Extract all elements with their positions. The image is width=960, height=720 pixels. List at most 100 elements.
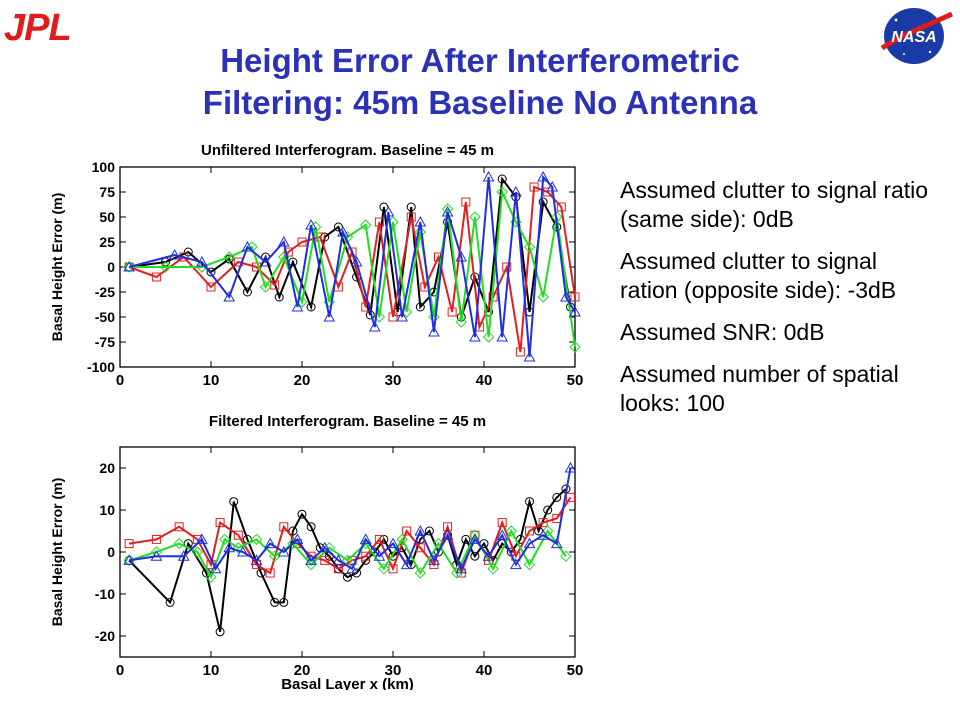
data-point bbox=[461, 534, 471, 544]
data-point bbox=[168, 248, 181, 260]
data-point bbox=[361, 551, 371, 561]
data-point bbox=[291, 300, 304, 312]
data-point bbox=[305, 554, 317, 565]
data-point bbox=[432, 537, 445, 550]
data-point bbox=[277, 545, 290, 557]
data-point bbox=[560, 290, 572, 302]
data-point bbox=[332, 554, 345, 565]
data-point bbox=[215, 518, 225, 528]
data-point bbox=[350, 255, 363, 267]
data-point bbox=[414, 567, 427, 579]
data-point bbox=[496, 186, 508, 198]
x-tick-label: 30 bbox=[385, 662, 402, 679]
nasa-logo: NASA bbox=[880, 8, 954, 64]
data-point bbox=[323, 310, 336, 322]
data-point bbox=[177, 550, 190, 561]
data-point bbox=[270, 597, 280, 607]
y-tick-label: 0 bbox=[107, 544, 115, 560]
data-point bbox=[515, 347, 525, 357]
data-point bbox=[461, 197, 471, 207]
y-tick-label: 0 bbox=[107, 259, 115, 275]
data-point bbox=[291, 533, 304, 544]
data-point bbox=[264, 537, 276, 549]
data-point bbox=[556, 202, 566, 212]
data-point bbox=[223, 290, 236, 302]
data-point bbox=[297, 509, 307, 519]
y-axis-label: Basal Height Error (m) bbox=[49, 478, 65, 627]
data-point bbox=[537, 170, 549, 182]
data-point bbox=[305, 558, 317, 571]
data-point bbox=[552, 492, 562, 502]
data-point bbox=[232, 542, 245, 554]
jpl-logo: JPL bbox=[4, 7, 72, 49]
data-point bbox=[482, 170, 495, 182]
data-point bbox=[424, 526, 434, 536]
data-point bbox=[242, 287, 252, 297]
data-point bbox=[270, 280, 280, 290]
slide-title: Height Error After Interferometric Filte… bbox=[110, 40, 850, 124]
data-point bbox=[374, 534, 384, 544]
y-tick-label: 20 bbox=[99, 460, 115, 476]
data-point bbox=[279, 597, 289, 607]
charts-svg: Unfiltered Interferogram. Baseline = 45 … bbox=[49, 142, 584, 690]
data-point bbox=[496, 529, 509, 540]
series-line bbox=[128, 496, 572, 577]
data-point bbox=[123, 260, 135, 272]
y-tick-label: 10 bbox=[99, 502, 115, 518]
assumptions-list: Assumed clutter to signal ratio (same si… bbox=[620, 176, 940, 431]
data-point bbox=[205, 571, 217, 583]
y-tick-label: 25 bbox=[99, 234, 115, 250]
x-tick-label: 40 bbox=[476, 662, 493, 679]
data-point bbox=[250, 533, 263, 546]
y-tick-label: -50 bbox=[95, 309, 115, 325]
data-point bbox=[159, 261, 172, 273]
data-point bbox=[215, 627, 225, 637]
data-point bbox=[523, 350, 536, 362]
data-point bbox=[482, 331, 495, 343]
data-point bbox=[523, 537, 536, 549]
data-point bbox=[550, 537, 563, 549]
title-line-2: Filtering: 45m Baseline No Antenna bbox=[202, 84, 758, 121]
data-point bbox=[320, 555, 330, 565]
x-tick-label: 0 bbox=[116, 662, 124, 679]
data-point bbox=[265, 568, 275, 578]
data-point bbox=[274, 292, 284, 302]
data-point bbox=[541, 525, 554, 537]
x-tick-label: 50 bbox=[567, 662, 584, 679]
charts-container: Unfiltered Interferogram. Baseline = 45 … bbox=[40, 130, 600, 690]
data-point bbox=[406, 212, 416, 222]
data-point bbox=[151, 534, 161, 544]
y-tick-label: 100 bbox=[92, 159, 116, 175]
data-point bbox=[183, 247, 193, 257]
data-point bbox=[359, 533, 372, 544]
data-point bbox=[306, 302, 316, 312]
data-point bbox=[406, 202, 416, 212]
data-point bbox=[538, 197, 548, 207]
data-point bbox=[124, 539, 134, 549]
x-tick-label: 30 bbox=[385, 372, 402, 389]
data-point bbox=[523, 241, 536, 253]
x-tick-label: 10 bbox=[203, 372, 220, 389]
data-point bbox=[396, 533, 408, 546]
chart-title: Filtered Interferogram. Baseline = 45 m bbox=[209, 413, 486, 430]
data-point bbox=[529, 182, 539, 192]
x-tick-label: 40 bbox=[476, 372, 493, 389]
data-point bbox=[546, 180, 559, 192]
data-point bbox=[279, 522, 289, 532]
y-tick-label: -100 bbox=[87, 359, 115, 375]
x-tick-label: 20 bbox=[294, 662, 311, 679]
y-tick-label: -75 bbox=[95, 334, 115, 350]
nasa-logo-text: NASA bbox=[891, 29, 936, 46]
data-point bbox=[455, 250, 468, 262]
data-point bbox=[174, 522, 184, 532]
data-point bbox=[402, 526, 412, 536]
data-point bbox=[191, 546, 204, 558]
data-point bbox=[400, 558, 413, 570]
data-point bbox=[206, 267, 216, 277]
data-point bbox=[469, 211, 481, 223]
data-point bbox=[455, 316, 467, 328]
series-line bbox=[128, 174, 576, 358]
data-point bbox=[196, 255, 208, 267]
data-point bbox=[543, 505, 553, 515]
note-clutter-same-side: Assumed clutter to signal ratio (same si… bbox=[620, 177, 929, 232]
